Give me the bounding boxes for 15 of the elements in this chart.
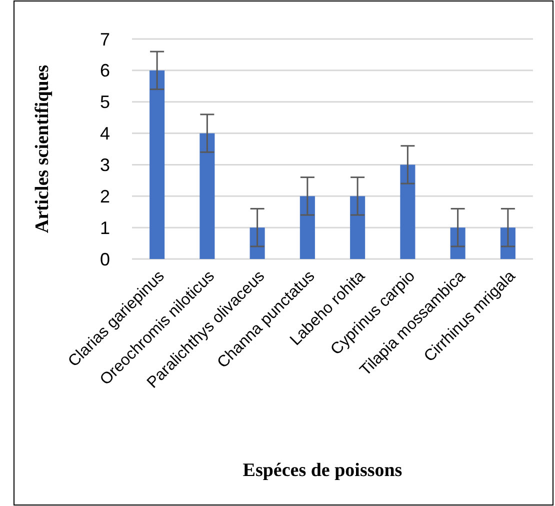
y-tick-label: 7 [100,29,110,50]
y-tick-label: 4 [100,124,110,144]
bar [400,164,416,259]
y-tick-label: 3 [100,155,110,176]
x-axis-title: Espéces de poissons [242,460,402,481]
y-axis-title: Articles scientifiques [32,64,53,234]
y-tick-label: 0 [100,249,110,270]
bar [350,196,366,259]
y-tick-label: 2 [100,186,110,206]
y-tick-label: 6 [100,60,110,81]
y-tick-label: 1 [100,218,110,238]
y-tick-label: 5 [100,92,110,112]
bar [200,133,215,259]
bar [300,196,315,259]
bar [150,70,165,259]
